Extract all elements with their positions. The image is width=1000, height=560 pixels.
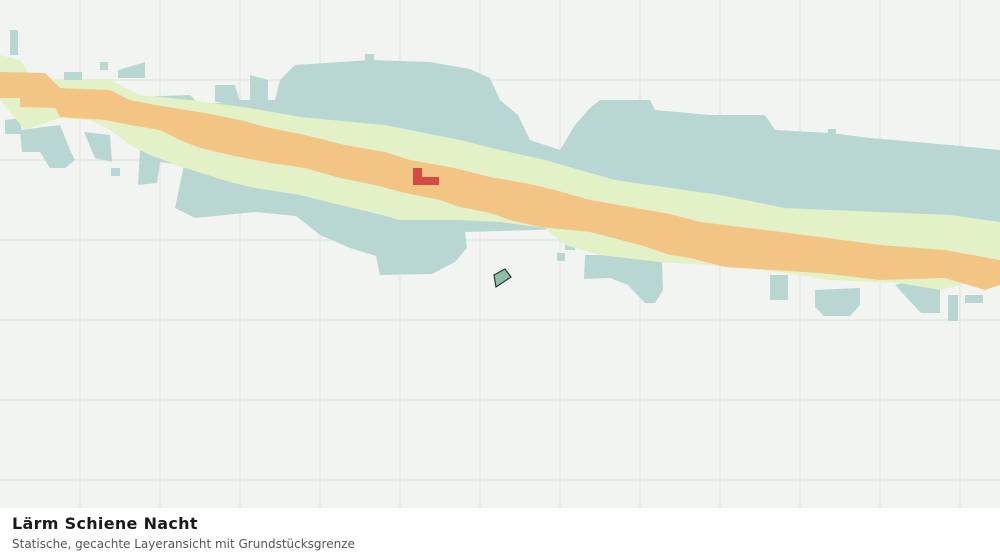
footer: Lärm Schiene Nacht Statische, gecachte L… — [0, 508, 1000, 560]
map-subtitle: Statische, gecachte Layeransicht mit Gru… — [12, 537, 355, 551]
parcel-boundary — [493, 268, 512, 289]
map-title: Lärm Schiene Nacht — [12, 514, 198, 533]
map-view — [0, 0, 1000, 508]
noise-zone-very-high — [413, 168, 439, 185]
noise-zone-high — [0, 72, 1000, 290]
